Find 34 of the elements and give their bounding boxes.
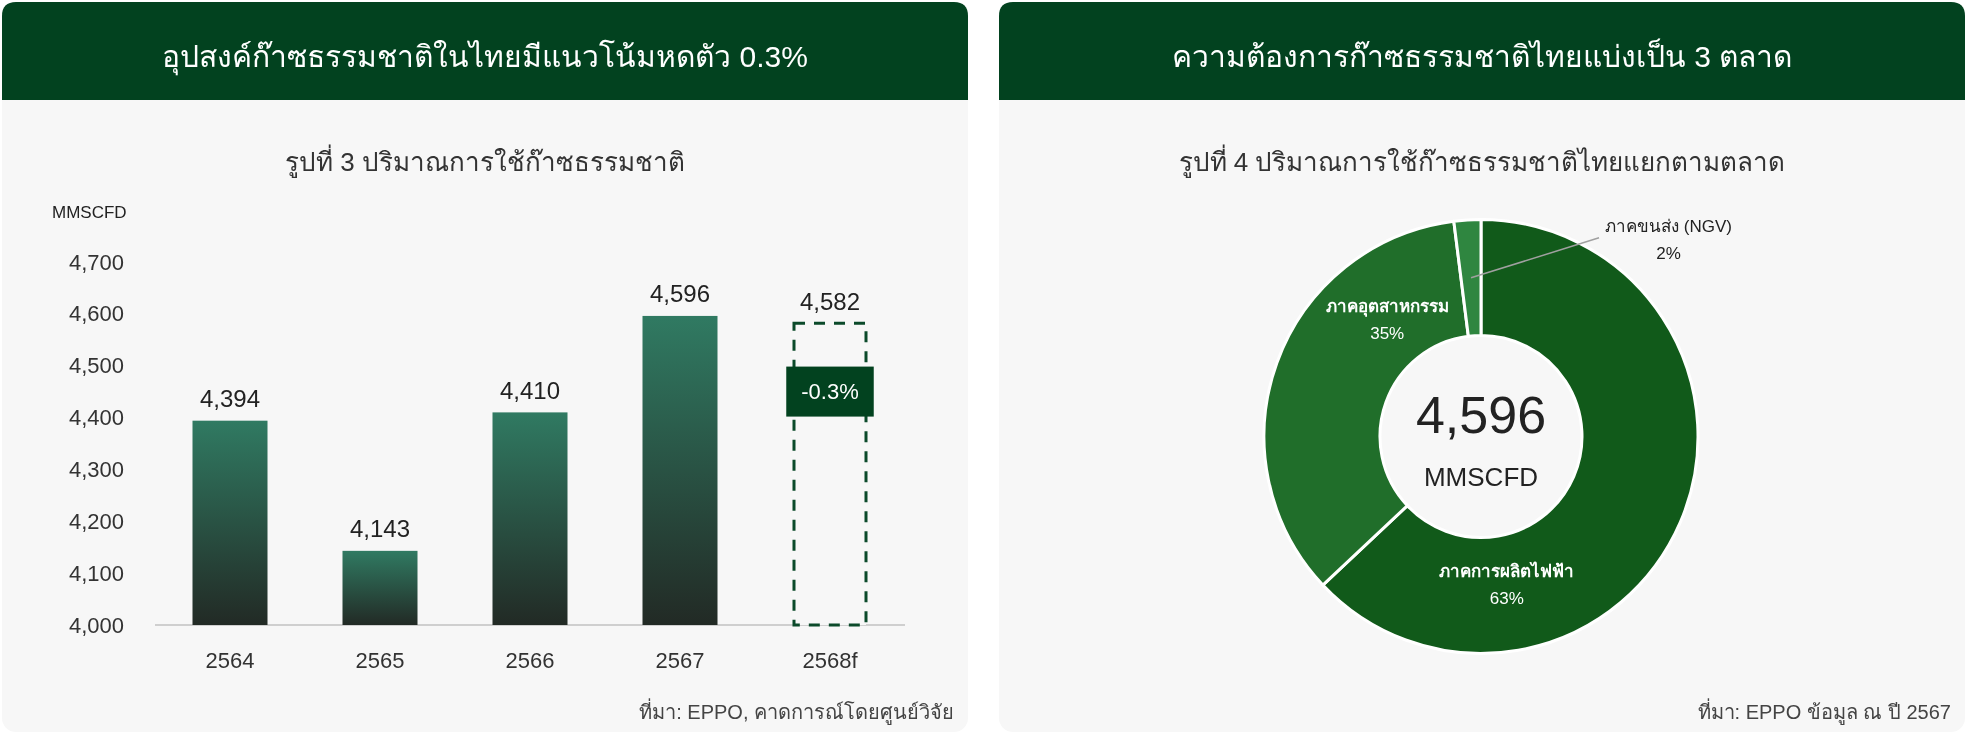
data-label: 4,582: [799, 287, 861, 315]
chart-subtitle: รูปที่ 3 ปริมาณการใช้ก๊าซธรรมชาติ: [285, 144, 685, 178]
data-label: 4,394: [199, 385, 261, 413]
slice-label: ภาคการผลิตไฟฟ้า: [1439, 560, 1575, 581]
x-tick-label: 2564: [205, 647, 255, 673]
text: ที่มา: EPPO, คาดการณ์โดยศูนย์วิจัย: [639, 698, 954, 725]
y-axis-title: MMSCFD: [52, 202, 127, 222]
chart-title: ความต้องการก๊าซธรรมชาติไทยแบ่งเป็น 3 ตลาด: [1171, 37, 1793, 73]
text: ที่มา: EPPO ข้อมูล ณ ปี 2567: [1697, 698, 1951, 725]
data-label: 4,596: [649, 280, 711, 308]
data-label: 2%: [1656, 244, 1681, 264]
chart-subtitle: รูปที่ 4 ปริมาณการใช้ก๊าซธรรมชาติไทยแยกตามตลาด: [1178, 144, 1786, 178]
text: MMSCFD: [1423, 461, 1539, 492]
y-tick-label: 4,200: [68, 508, 124, 534]
y-tick-label: 4,600: [68, 301, 124, 327]
data-label: 4,143: [349, 515, 411, 543]
slice-label: ภาคอุตสาหกรรม: [1325, 296, 1449, 317]
x-tick-label: 2566: [505, 647, 555, 673]
text: 4,596: [1415, 385, 1547, 444]
annotation: -0.3%: [801, 379, 859, 405]
x-tick-label: 2568f: [802, 647, 859, 673]
x-tick-label: 2565: [355, 647, 405, 673]
y-tick-label: 4,700: [68, 249, 124, 275]
chart-title: อุปสงค์ก๊าซธรรมชาติในไทยมีแนวโน้มหดตัว 0.3%: [162, 38, 808, 76]
slice-label: ภาคขนส่ง (NGV): [1605, 217, 1732, 237]
data-label: 35%: [1370, 323, 1405, 343]
y-tick-label: 4,500: [68, 353, 124, 379]
y-tick-label: 4,300: [68, 456, 124, 482]
data-label: 4,410: [499, 376, 561, 404]
x-tick-label: 2567: [655, 647, 705, 673]
y-tick-label: 4,100: [68, 560, 124, 586]
y-tick-label: 4,000: [68, 612, 124, 638]
y-tick-label: 4,400: [68, 405, 124, 431]
data-label: 63%: [1489, 588, 1524, 608]
